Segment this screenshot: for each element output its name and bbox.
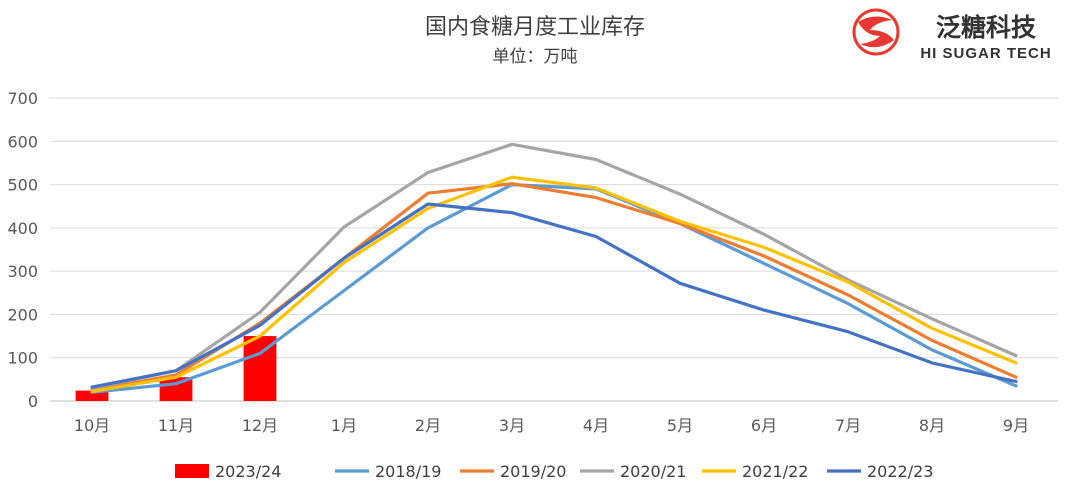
y-tick-label: 400: [7, 219, 38, 238]
y-tick-label: 100: [7, 349, 38, 368]
x-tick-label: 12月: [242, 416, 278, 435]
legend: 2023/24 2018/19 2019/20 2020/21 2021/22 2022/…: [175, 462, 933, 481]
logo-brand-cn: 泛糖科技: [936, 13, 1036, 42]
legend-label: 2018/19: [375, 462, 441, 481]
bar-2023-24: [75, 390, 109, 401]
y-tick-label: 200: [7, 305, 38, 324]
y-tick-label: 700: [7, 89, 38, 108]
y-axis-ticks: 0 100 200 300 400 500 600 700: [7, 89, 38, 411]
legend-label: 2023/24: [215, 462, 281, 481]
series-line-2022-23: [90, 202, 1018, 389]
x-tick-label: 2月: [415, 416, 441, 435]
chart-subtitle: 单位：万吨: [493, 47, 578, 67]
logo-brand-en: HI SUGAR TECH: [920, 45, 1051, 62]
x-axis-ticks: 10月 11月 12月 1月 2月 3月 4月 5月 6月 7月 8月 9月: [74, 416, 1029, 435]
line-series: [90, 142, 1018, 394]
legend-label: 2019/20: [500, 462, 566, 481]
series-line-2019-20: [90, 182, 1018, 392]
x-tick-label: 6月: [751, 416, 777, 435]
series-line-2018-19: [90, 183, 1018, 394]
x-tick-label: 3月: [499, 416, 525, 435]
x-tick-label: 10月: [74, 416, 110, 435]
y-tick-label: 0: [28, 392, 38, 411]
brand-logo: 泛糖科技 HI SUGAR TECH: [852, 8, 1051, 62]
x-tick-label: 11月: [158, 416, 194, 435]
y-tick-label: 600: [7, 132, 38, 151]
logo-mark-icon: [852, 8, 900, 56]
x-tick-label: 8月: [919, 416, 945, 435]
x-tick-label: 1月: [331, 416, 357, 435]
x-tick-label: 4月: [583, 416, 609, 435]
legend-label: 2020/21: [620, 462, 686, 481]
y-tick-label: 300: [7, 262, 38, 281]
series-line-2021-22: [90, 175, 1018, 394]
legend-label: 2022/23: [867, 462, 933, 481]
chart-title: 国内食糖月度工业库存: [425, 15, 645, 40]
x-tick-label: 7月: [835, 416, 861, 435]
legend-label: 2021/22: [742, 462, 808, 481]
gridlines: [50, 97, 1058, 402]
x-tick-label: 9月: [1003, 416, 1029, 435]
x-tick-label: 5月: [667, 416, 693, 435]
legend-swatch-bar: [175, 464, 209, 478]
y-tick-label: 500: [7, 176, 38, 195]
series-line-2020-21: [90, 142, 1018, 390]
